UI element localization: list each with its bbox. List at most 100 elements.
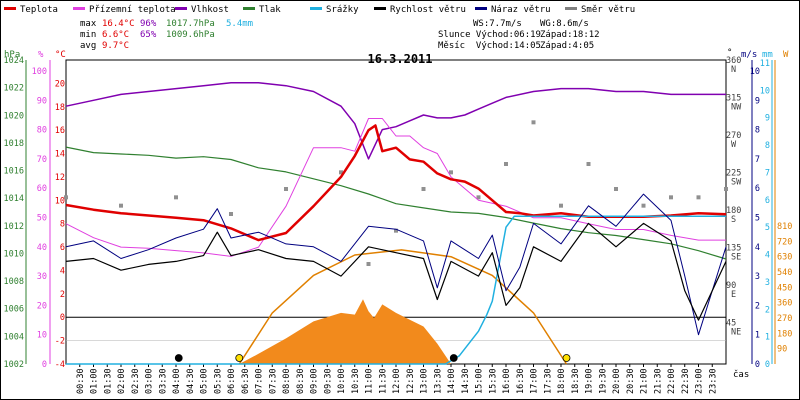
x-tick-label: 17:30 (543, 368, 553, 394)
x-tick-label: 18:00 (557, 368, 567, 394)
wind-direction-point (476, 195, 481, 200)
info-sun-rise: Slunce Východ:06:19 (438, 30, 541, 40)
legend-swatch-1 (73, 7, 85, 10)
dir-name-tick: S (731, 215, 736, 225)
dir-deg-tick: 135 (726, 244, 741, 254)
x-tick-label: 08:30 (296, 368, 306, 394)
chart-title: 16.3.2011 (367, 52, 432, 66)
solar-radiation-area (239, 299, 451, 364)
wind-direction-point (559, 203, 563, 208)
x-tick-label: 04:00 (172, 368, 182, 394)
mm-tick-label: 7 (765, 168, 770, 178)
x-tick-label: 16:30 (516, 368, 526, 394)
ms-tick-label: 10 (750, 67, 760, 77)
mm-tick-label: 6 (765, 196, 770, 206)
x-tick-label: 08:00 (282, 368, 292, 394)
x-tick-label: 12:30 (406, 368, 416, 394)
x-tick-label: 05:30 (213, 368, 223, 394)
ms-tick-label: 5 (755, 214, 760, 224)
temp-tick-label: 18 (55, 103, 65, 113)
temp-tick-label: 8 (60, 220, 65, 230)
dir-name-tick: E (731, 290, 736, 300)
x-tick-label: 17:00 (530, 368, 540, 394)
x-tick-label: 07:00 (255, 368, 265, 394)
pct-tick-label: 90 (37, 96, 47, 106)
stats-max-temp: 16.4°C (102, 19, 135, 29)
x-tick-label: 05:00 (200, 368, 210, 394)
dir-name-tick: SW (731, 178, 742, 188)
dir-name-tick: SE (731, 253, 741, 263)
legend-swatch-0 (4, 7, 16, 10)
x-tick-label: 13:30 (433, 368, 443, 394)
hpa-tick-label: 1010 (4, 249, 24, 259)
hpa-tick-label: 1016 (4, 167, 24, 177)
wind-direction-point (119, 203, 123, 208)
x-tick-label: 03:30 (158, 368, 168, 394)
stats-max-hum: 96% (140, 19, 157, 29)
w-tick-label: 270 (777, 314, 792, 324)
legend-label-0: Teplota (20, 5, 58, 15)
ms-tick-label: 8 (755, 126, 760, 136)
info-moon-rise: Měsíc Východ:14:05 (438, 41, 541, 51)
mm-tick-label: 9 (765, 114, 770, 124)
temp-tick-label: 20 (55, 79, 65, 89)
wind-gust-line (65, 193, 727, 336)
w-tick-label: 90 (777, 345, 787, 355)
x-tick-label: 19:30 (598, 368, 608, 394)
wind-direction-point (449, 170, 453, 175)
x-tick-label: 06:30 (241, 368, 251, 394)
hpa-tick-label: 1012 (4, 222, 24, 232)
x-tick-label: 02:00 (117, 368, 127, 394)
stats-block: max 16.4°C 96% 1017.7hPa 5.4mm min 6.6°C… (80, 19, 253, 51)
x-tick-label: 04:30 (186, 368, 196, 394)
temp-tick-label: 0 (60, 313, 65, 323)
hpa-tick-label: 1006 (4, 305, 24, 315)
stats-min-label: min (80, 30, 96, 40)
ms-tick-label: 0 (755, 360, 760, 370)
stats-min-temp: 6.6°C (102, 30, 129, 40)
stats-avg-temp: 9.7°C (102, 41, 129, 51)
w-axis-label: W (783, 50, 789, 60)
pct-tick-label: 0 (42, 360, 47, 370)
wind-direction-point (64, 195, 68, 200)
moon-marker-icon (174, 354, 183, 362)
legend: Teplota Přízemní teplota Vlhkost Tlak Srážky… (4, 5, 635, 15)
x-tick-label: 03:00 (145, 368, 155, 394)
dir-deg-tick: 90 (726, 281, 736, 291)
dir-deg-tick: 360 (726, 56, 741, 66)
ms-tick-label: 9 (755, 96, 760, 106)
x-tick-label: 02:30 (131, 368, 141, 394)
legend-swatch-5 (374, 7, 386, 10)
x-tick-label: 20:30 (626, 368, 636, 394)
legend-label-4: Srážky (326, 5, 359, 15)
hpa-tick-label: 1002 (4, 360, 24, 370)
pct-tick-label: 100 (32, 67, 47, 77)
pct-tick-label: 20 (37, 301, 47, 311)
w-tick-label: 630 (777, 253, 792, 263)
x-tick-label: 11:00 (365, 368, 375, 394)
dir-name-tick: NE (731, 328, 741, 338)
x-tick-label: 13:00 (420, 368, 430, 394)
x-tick-label: 09:00 (310, 368, 320, 394)
pct-tick-label: 30 (37, 272, 47, 282)
mm-tick-label: 11 (760, 59, 770, 69)
sun-curve-line (238, 249, 568, 365)
hpa-tick-label: 1018 (4, 139, 24, 149)
x-tick-label: 10:30 (351, 368, 361, 394)
info-block: WS:7.7m/s WG:8.6m/s Slunce Východ:06:19 … (438, 19, 600, 51)
x-tick-label: 07:30 (268, 368, 278, 394)
temp-tick-label: 4 (60, 266, 65, 276)
x-tick-label: 23:00 (695, 368, 705, 394)
x-tick-label: 14:30 (461, 368, 471, 394)
mm-tick-label: 1 (765, 333, 770, 343)
x-tick-label: 21:30 (653, 368, 663, 394)
x-tick-label: 01:30 (103, 368, 113, 394)
pct-tick-label: 60 (37, 184, 47, 194)
mm-tick-label: 3 (765, 278, 770, 288)
x-tick-label: 15:30 (488, 368, 498, 394)
dir-deg-tick: 270 (726, 131, 741, 141)
x-tick-label: 10:00 (337, 368, 347, 394)
wind-direction-point (394, 228, 398, 233)
dir-axis-label: ° (727, 48, 732, 58)
dir-deg-tick: 180 (726, 206, 741, 216)
